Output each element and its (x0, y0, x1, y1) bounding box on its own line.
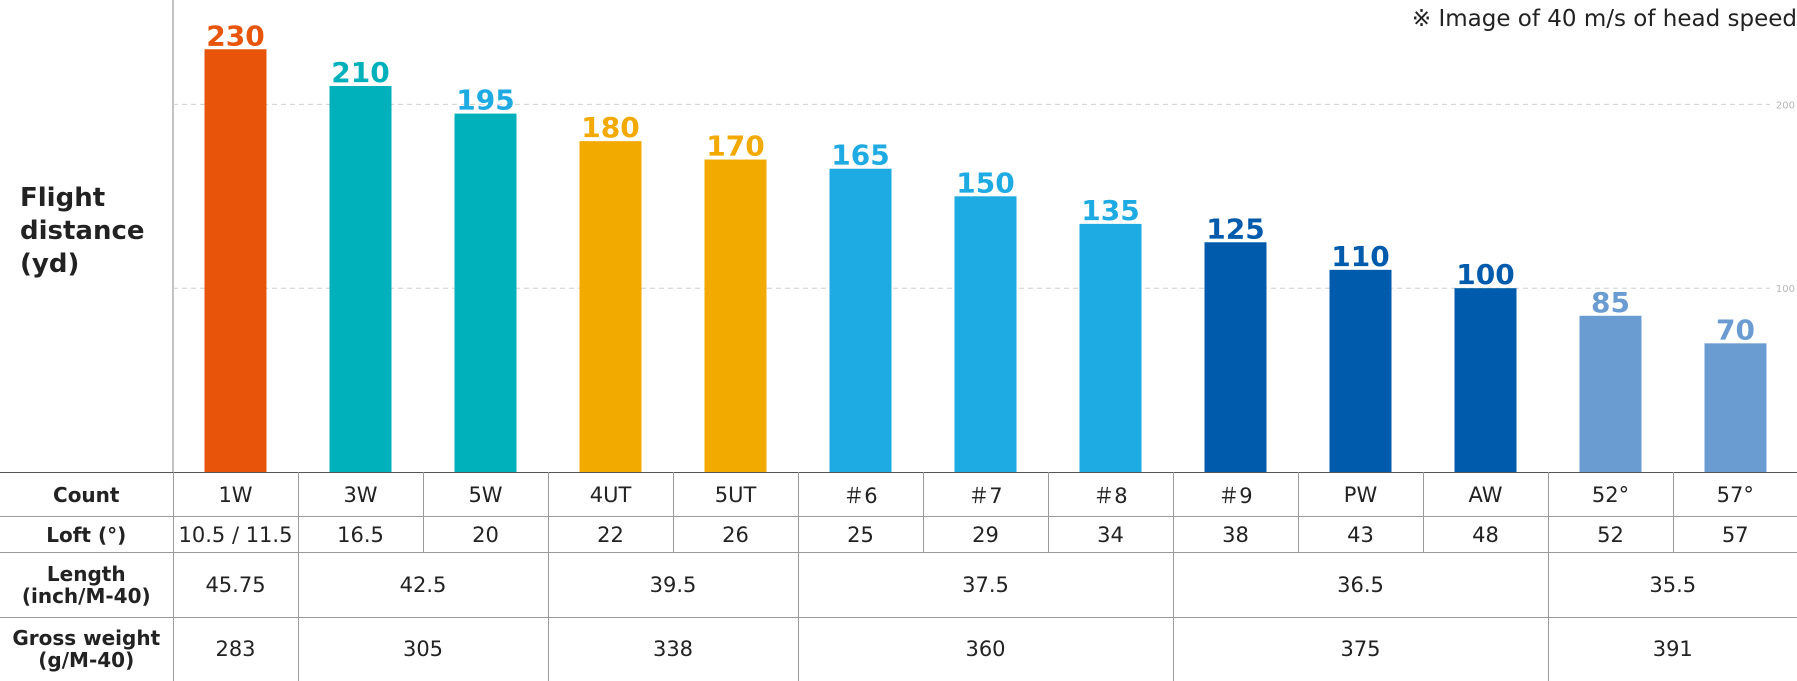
table-cell: 4UT (547, 471, 674, 518)
table-cell: 5W (422, 471, 549, 518)
bar-value-label: 150 (956, 166, 1014, 199)
table-cell: 1W (172, 471, 299, 518)
table-cell: 283 (172, 616, 299, 681)
bar-value-label: 125 (1206, 212, 1264, 245)
bar-value-label: 170 (706, 130, 764, 163)
bar (1579, 315, 1642, 472)
table-cell: 375 (1172, 616, 1549, 681)
bar-value-label: 210 (331, 56, 389, 89)
bar (204, 49, 267, 472)
table-cell: 38 (1172, 516, 1299, 554)
row-header-line: Gross weight (12, 626, 161, 651)
table-cell: AW (1422, 471, 1549, 518)
table-cell: 45.75 (172, 552, 299, 618)
table-cell: 35.5 (1547, 552, 1797, 618)
table-cell: 48 (1422, 516, 1549, 554)
bar-value-label: 195 (456, 84, 514, 117)
bar (579, 141, 642, 472)
bar-value-labels: 230 210 195 180 170 165 150 135 125 110 100 85 70 (206, 19, 1755, 346)
y-axis-title-line: Flight (20, 183, 106, 213)
table-cell: 57° (1672, 471, 1797, 518)
bars (204, 49, 1767, 472)
table-cell: 34 (1047, 516, 1174, 554)
table-cell: 39.5 (547, 552, 799, 618)
table-cell: 37.5 (797, 552, 1174, 618)
row-header-count: Count (0, 471, 174, 518)
gridlines: 200 100 (173, 100, 1795, 295)
bar (454, 113, 517, 472)
bar-value-label: 110 (1331, 240, 1389, 273)
table-cell: 16.5 (297, 516, 424, 554)
table-row-length: Length (inch/M-40) 45.75 42.5 39.5 37.5 … (0, 552, 1797, 618)
y-axis-title-line: (yd) (20, 249, 80, 279)
table-cell: 360 (797, 616, 1174, 681)
row-header-weight: Gross weight (g/M-40) (0, 616, 174, 681)
table-cell: 29 (922, 516, 1049, 554)
table-cell: 52 (1547, 516, 1674, 554)
table-cell: 42.5 (297, 552, 549, 618)
spec-table: Count 1W 3W 5W 4UT 5UT ＃6 ＃7 ＃8 ＃9 PW AW… (0, 471, 1797, 681)
table-cell: 305 (297, 616, 549, 681)
table-cell: ＃6 (797, 471, 924, 518)
table-row-weight: Gross weight (g/M-40) 283 305 338 360 37… (0, 616, 1797, 681)
table-cell: ＃8 (1047, 471, 1174, 518)
row-header-length: Length (inch/M-40) (0, 552, 174, 618)
row-header-line: (inch/M-40) (21, 583, 151, 608)
bar-value-label: 100 (1456, 258, 1514, 291)
y-axis-title-line: distance (20, 216, 145, 246)
bar (954, 196, 1017, 472)
bar (1454, 288, 1517, 472)
bar-value-label: 165 (831, 139, 889, 172)
row-header-line: Length (46, 561, 126, 586)
table-cell: 26 (672, 516, 799, 554)
bar (329, 86, 392, 472)
table-cell: 338 (547, 616, 799, 681)
table-cell: 5UT (672, 471, 799, 518)
table-cell: 25 (797, 516, 924, 554)
bar-value-label: 70 (1716, 313, 1755, 346)
table-cell: 52° (1547, 471, 1674, 518)
gridline-label: 100 (1776, 284, 1795, 295)
bar-value-label: 85 (1591, 286, 1630, 319)
table-cell: ＃7 (922, 471, 1049, 518)
bar (704, 159, 767, 472)
bar-chart: 200 100 230 210 195 180 170 165 150 135 125 110 100… (172, 0, 1795, 472)
bar (1704, 343, 1767, 472)
table-cell: 20 (422, 516, 549, 554)
table-cell: 10.5 / 11.5 (172, 516, 299, 554)
y-axis-title: Flight distance (yd) (20, 182, 170, 281)
bar-value-label: 230 (206, 19, 264, 52)
bar (1329, 269, 1392, 472)
gridline-label: 200 (1776, 100, 1795, 111)
table-cell: ＃9 (1172, 471, 1299, 518)
head-speed-note: ※ Image of 40 m/s of head speed (1411, 6, 1797, 32)
table-row-count: Count 1W 3W 5W 4UT 5UT ＃6 ＃7 ＃8 ＃9 PW AW… (0, 471, 1797, 518)
table-cell: 43 (1297, 516, 1424, 554)
table-cell: 36.5 (1172, 552, 1549, 618)
bar-value-label: 135 (1081, 194, 1139, 227)
bar-value-label: 180 (581, 111, 639, 144)
table-cell: 391 (1547, 616, 1797, 681)
bar (1204, 242, 1267, 472)
bar (829, 168, 892, 472)
bar (1079, 223, 1142, 472)
table-cell: 3W (297, 471, 424, 518)
table-cell: PW (1297, 471, 1424, 518)
table-row-loft: Loft (°) 10.5 / 11.5 16.5 20 22 26 25 29… (0, 516, 1797, 554)
table-cell: 57 (1672, 516, 1797, 554)
table-cell: 22 (547, 516, 674, 554)
row-header-line: (g/M-40) (38, 648, 135, 673)
row-header-loft: Loft (°) (0, 516, 174, 554)
